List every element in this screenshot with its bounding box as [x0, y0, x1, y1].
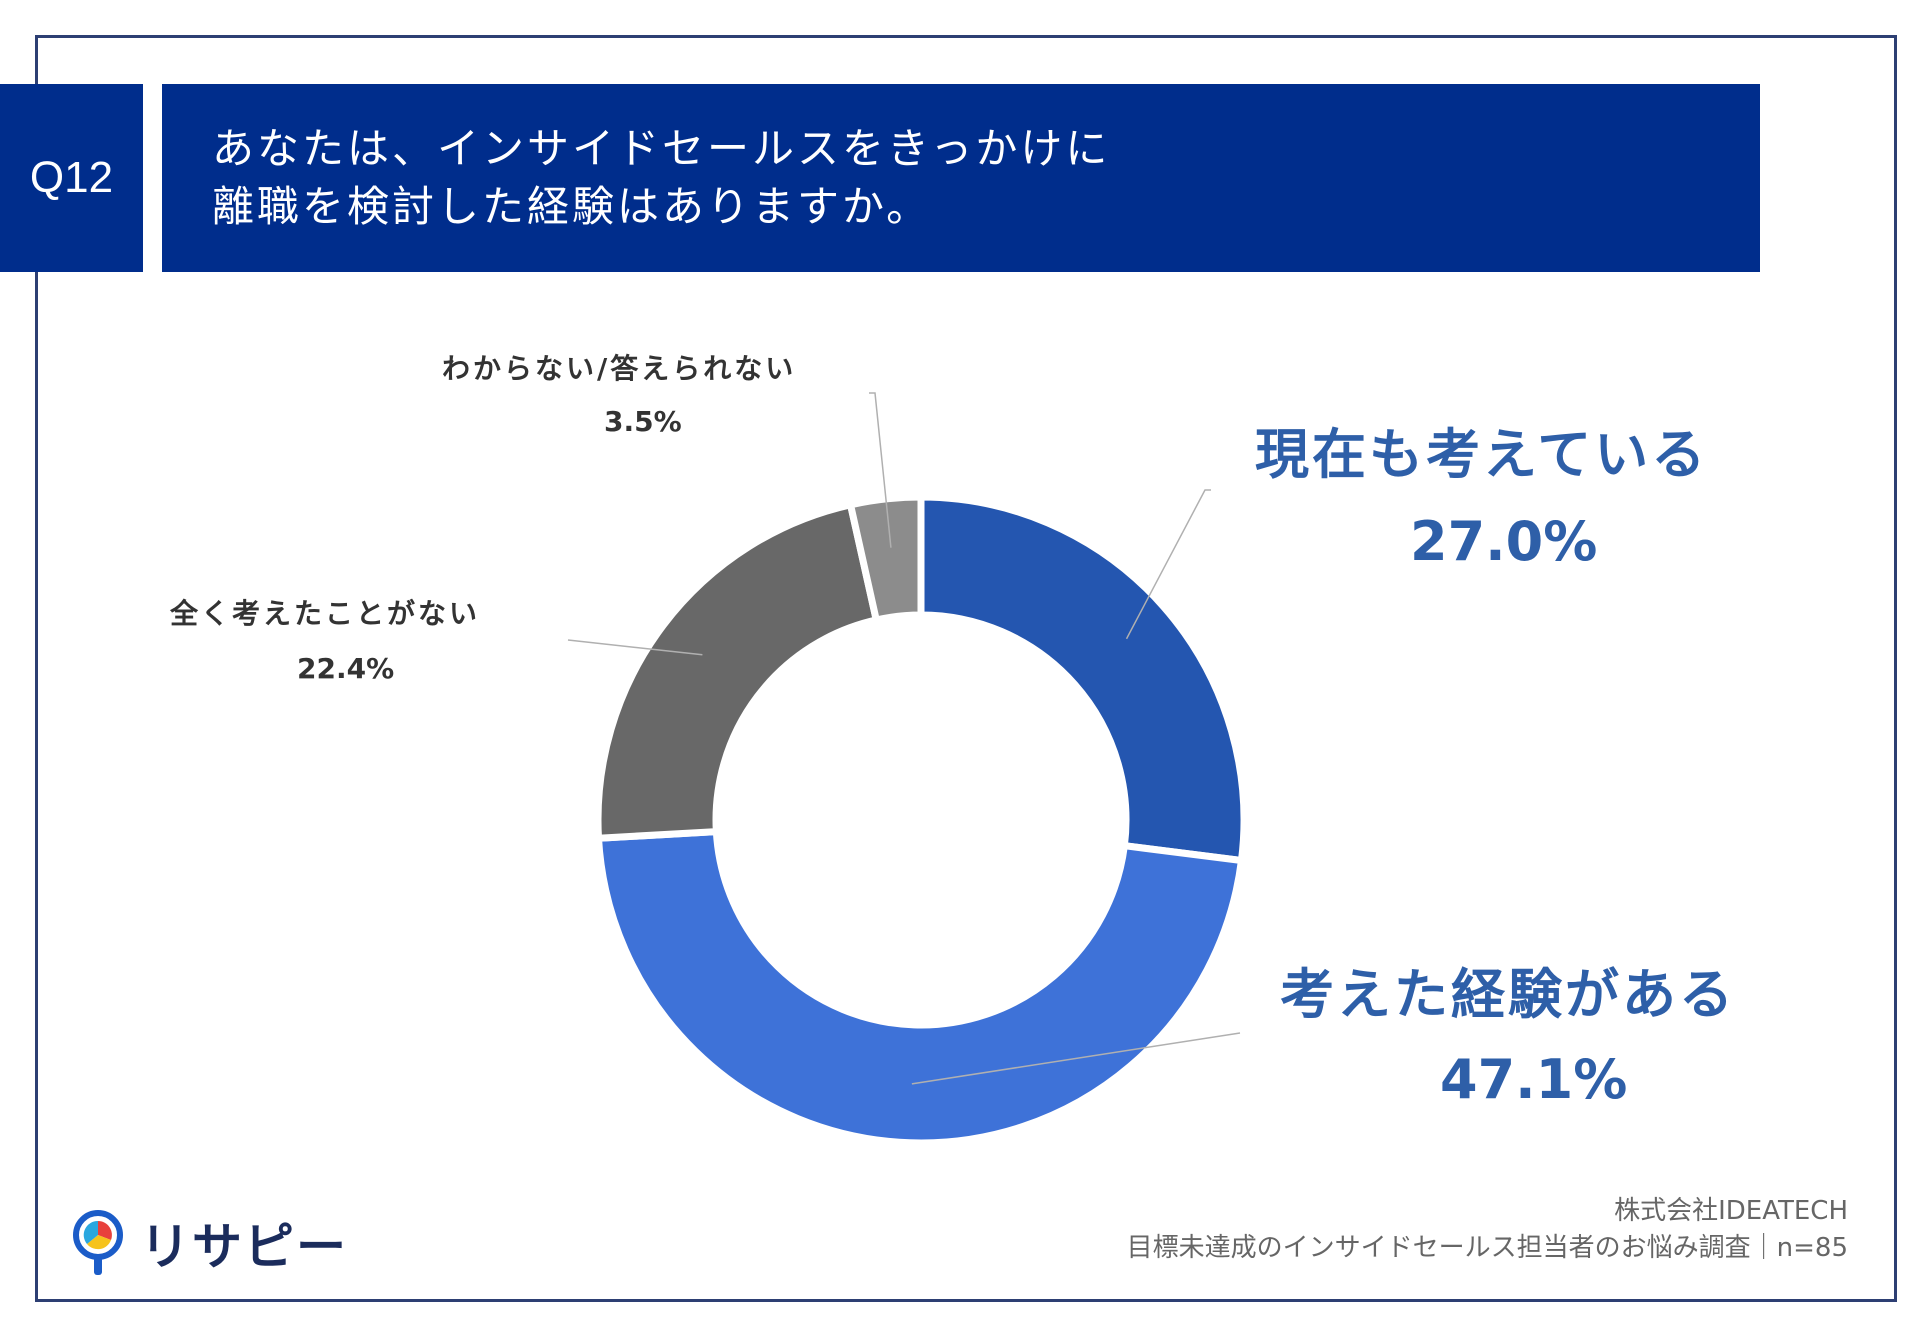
donut-slice-2 — [594, 500, 881, 842]
question-title-line-1: あなたは、インサイドセールスをきっかけに — [212, 124, 1111, 173]
logo-text: リサピー — [140, 1218, 348, 1276]
question-number: Q12 — [0, 84, 143, 272]
donut-slice-0 — [917, 493, 1248, 865]
leader-line-2 — [567, 639, 703, 656]
leader-line-0 — [1125, 489, 1211, 640]
slice-label-2-name: 全く考えたことがない — [170, 597, 481, 630]
slice-label-0-value: 27.0% — [1410, 510, 1598, 573]
logo: リサピー — [70, 1207, 348, 1279]
source-note: 株式会社IDEATECH 目標未達成のインサイドセールス担当者のお悩み調査｜n=… — [1127, 1193, 1848, 1267]
slice-label-3-value: 3.5% — [604, 405, 682, 438]
slice-label-2-value: 22.4% — [297, 652, 395, 685]
source-company: 株式会社IDEATECH — [1614, 1196, 1848, 1226]
donut-slice-1 — [594, 827, 1246, 1147]
leader-line-3 — [869, 392, 892, 548]
slice-label-3-name: わからない/答えられない — [442, 352, 797, 385]
leader-line-1 — [911, 1032, 1241, 1085]
slide-frame — [35, 35, 1897, 1302]
slice-label-1-value: 47.1% — [1440, 1048, 1628, 1111]
question-title-line-2: 離職を検討した経験はありますか。 — [212, 182, 932, 231]
question-title: あなたは、インサイドセールスをきっかけに 離職を検討した経験はありますか。 — [162, 84, 1760, 272]
source-survey: 目標未達成のインサイドセールス担当者のお悩み調査｜n=85 — [1126, 1233, 1848, 1263]
donut-slice-3 — [846, 493, 925, 625]
slice-label-1-name: 考えた経験がある — [1280, 963, 1736, 1026]
magnifier-pie-icon — [73, 1210, 123, 1275]
slice-label-0-name: 現在も考えている — [1255, 423, 1709, 486]
